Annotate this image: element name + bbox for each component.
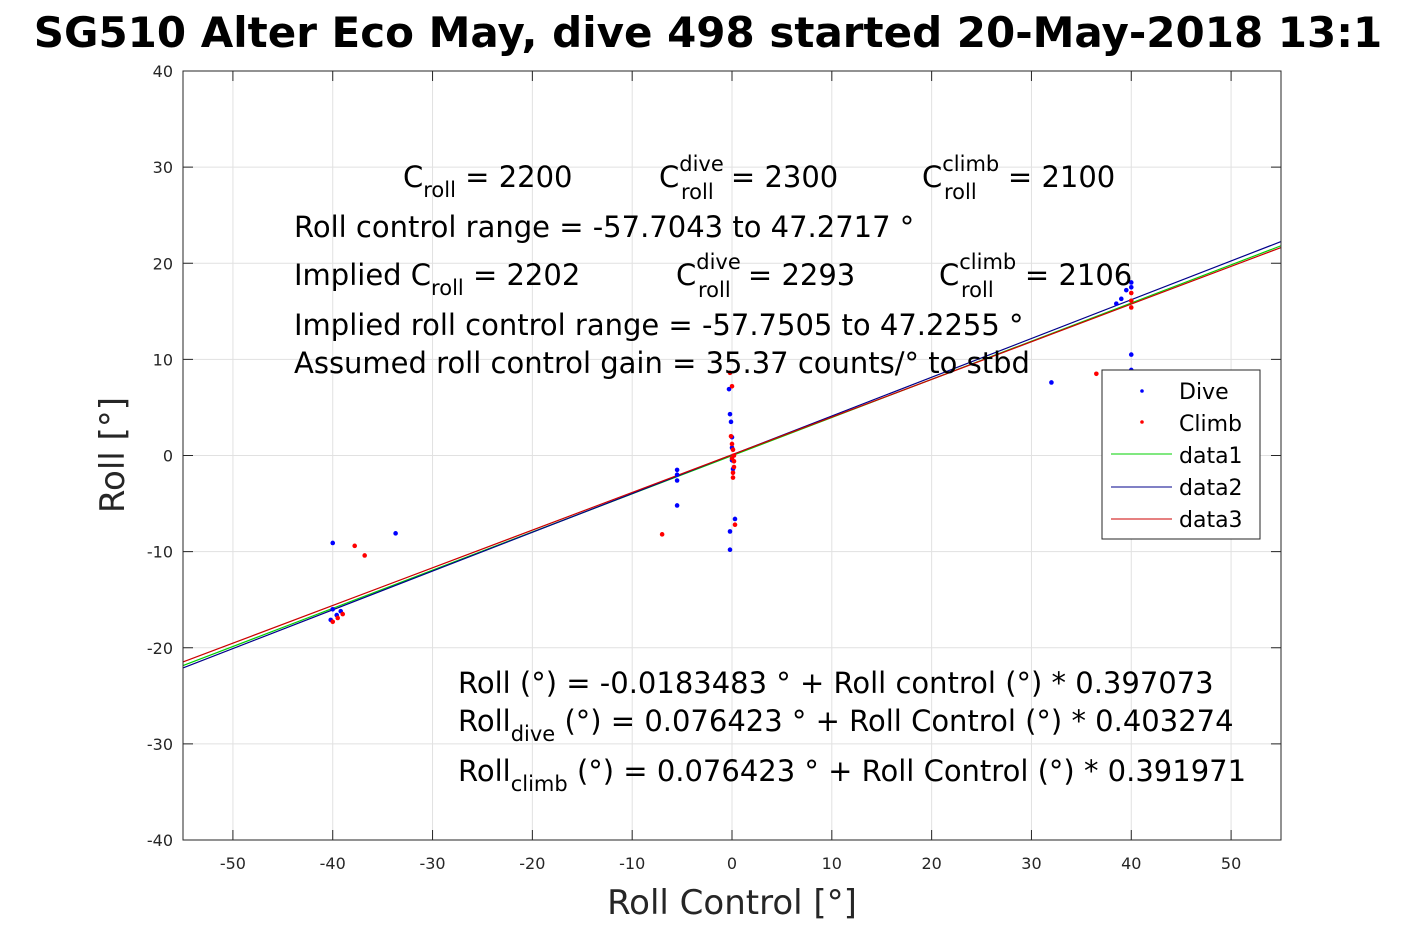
point-climb — [729, 441, 735, 447]
x-tick-label: -40 — [320, 854, 346, 873]
annotation-fit-all: Roll (°) = -0.0183483 ° + Roll control (… — [458, 666, 1214, 700]
point-climb — [1128, 298, 1134, 304]
point-climb — [362, 553, 367, 558]
plot-area: -50 -40 -30 -20 -10 0 10 20 30 40 50 -40 -30 -20 -10 0 1… — [147, 62, 1282, 873]
y-tick-label: 40 — [153, 62, 173, 81]
point-climb — [732, 522, 738, 528]
annotation-implied-c-roll-climb: Cclimb roll = 2106 — [939, 250, 1132, 302]
axis-ticks: -50 -40 -30 -20 -10 0 10 20 30 40 50 -40 -30 -20 -10 0 1… — [147, 62, 1281, 873]
point-dive — [727, 529, 733, 534]
legend-label-data3: data3 — [1179, 508, 1243, 533]
legend-item-climb: Climb — [1140, 412, 1242, 437]
annotation-c-roll-climb: Cclimb roll = 2100 — [922, 152, 1115, 204]
point-dive — [330, 607, 336, 612]
annotation-implied-c-roll-dive: Cdive roll = 2293 — [676, 250, 855, 302]
annotation-implied-c-roll: Implied Croll = 2202 — [294, 258, 580, 300]
point-dive — [727, 547, 733, 553]
legend: Dive Climb data1 data2 data3 — [1101, 369, 1261, 540]
x-tick-label: -50 — [220, 854, 246, 873]
annotation-c-roll-dive: Cdive roll = 2300 — [659, 152, 838, 204]
point-dive — [1128, 280, 1134, 285]
y-tick-label: -40 — [147, 831, 173, 850]
y-axis-label: Roll [°] — [93, 397, 133, 513]
annotation-gain: Assumed roll control gain = 35.37 counts… — [294, 346, 1030, 380]
point-climb — [730, 447, 736, 453]
legend-label-dive: Dive — [1179, 380, 1229, 405]
point-climb — [1094, 371, 1099, 377]
annotation-c-roll: Croll = 2200 — [403, 160, 573, 202]
point-climb — [729, 383, 735, 389]
point-climb — [1128, 305, 1134, 310]
x-tick-label: 30 — [1021, 854, 1041, 873]
point-climb — [335, 615, 341, 621]
x-tick-label: -10 — [619, 854, 645, 873]
x-axis-label: Roll Control [°] — [607, 883, 857, 923]
point-dive — [727, 411, 733, 417]
x-tick-label: 40 — [1121, 854, 1141, 873]
point-dive — [674, 467, 680, 473]
legend-item-data3: data3 — [1111, 508, 1243, 533]
point-dive — [1123, 287, 1129, 293]
point-climb — [730, 475, 736, 480]
point-dive — [1128, 352, 1134, 357]
point-climb — [330, 619, 336, 625]
point-climb — [340, 611, 346, 617]
y-tick-label: -10 — [147, 543, 173, 562]
point-dive — [1114, 301, 1119, 306]
point-dive — [393, 531, 398, 536]
x-tick-label: -30 — [419, 854, 445, 873]
point-climb — [659, 532, 665, 537]
point-dive — [1049, 380, 1054, 385]
point-dive — [732, 516, 738, 522]
annotation-block-top: Croll = 2200 Cdive roll = 2300 Cclimb roll… — [294, 152, 1132, 380]
y-tick-label: -20 — [147, 639, 173, 658]
x-tick-label: -20 — [519, 854, 545, 873]
point-dive — [726, 386, 732, 392]
point-dive — [1118, 296, 1124, 302]
y-tick-label: -30 — [147, 735, 173, 754]
annotation-fit-dive: Rolldive (°) = 0.076423 ° + Roll Control… — [458, 704, 1234, 746]
annotation-roll-control-range: Roll control range = -57.7043 to 47.2717… — [294, 210, 914, 244]
legend-item-data1: data1 — [1111, 444, 1243, 469]
point-dive — [674, 472, 680, 478]
legend-label-data1: data1 — [1179, 444, 1243, 469]
data-points — [328, 280, 1134, 625]
x-tick-label: 50 — [1221, 854, 1241, 873]
y-tick-label: 0 — [163, 447, 173, 466]
legend-item-data2: data2 — [1111, 476, 1243, 501]
point-dive — [728, 419, 734, 425]
point-dive — [674, 503, 680, 508]
y-tick-label: 20 — [153, 254, 173, 273]
legend-label-climb: Climb — [1179, 412, 1242, 437]
point-dive — [674, 478, 680, 483]
point-climb — [727, 370, 733, 376]
x-tick-label: 20 — [921, 854, 941, 873]
point-climb — [1128, 290, 1134, 296]
point-climb — [728, 433, 734, 439]
legend-marker-dive — [1140, 389, 1144, 393]
point-climb — [352, 543, 357, 549]
point-climb — [730, 470, 736, 476]
point-dive — [330, 540, 336, 546]
x-tick-label: 10 — [822, 854, 842, 873]
annotation-implied-range: Implied roll control range = -57.7505 to… — [294, 308, 1024, 342]
annotation-fit-climb: Rollclimb (°) = 0.076423 ° + Roll Contro… — [458, 754, 1246, 796]
point-climb — [731, 464, 737, 470]
legend-marker-climb — [1140, 420, 1144, 424]
chart-title: SG510 Alter Eco May, dive 498 started 20… — [34, 8, 1383, 57]
point-dive — [1128, 284, 1134, 290]
legend-label-data2: data2 — [1179, 476, 1243, 501]
y-tick-label: 30 — [153, 158, 173, 177]
legend-item-dive: Dive — [1140, 380, 1229, 405]
x-tick-label: 0 — [727, 854, 737, 873]
y-tick-label: 10 — [153, 350, 173, 369]
annotation-block-bottom: Roll (°) = -0.0183483 ° + Roll control (… — [458, 666, 1246, 796]
point-climb — [729, 456, 735, 461]
